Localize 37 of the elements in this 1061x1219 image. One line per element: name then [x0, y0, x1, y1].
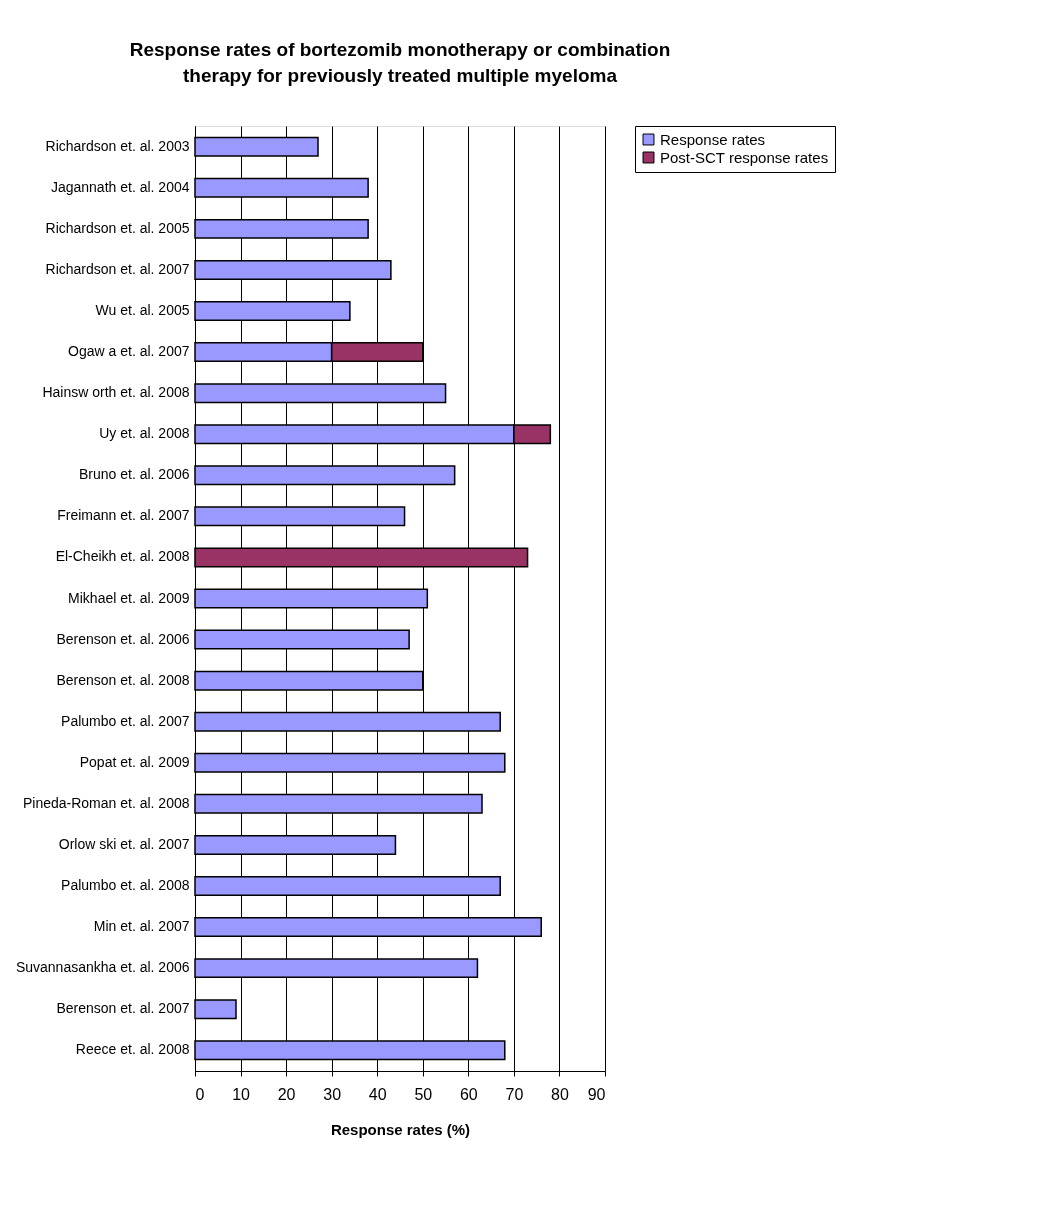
- y-tick-label: Richardson et. al. 2007: [45, 260, 190, 277]
- y-tick-label: Richardson et. al. 2005: [45, 219, 190, 236]
- x-axis-title: Response rates (%): [330, 1120, 471, 1138]
- y-tick-label: Ogaw a et. al. 2007: [68, 343, 190, 360]
- x-tick-label: 0: [195, 1085, 205, 1103]
- y-tick-label: Suvannasankha et. al. 2006: [15, 959, 190, 976]
- legend-label: Post-SCT response rates: [660, 148, 829, 166]
- y-tick-label: Pineda-Roman et. al. 2008: [22, 794, 190, 811]
- y-tick-label: Reece et. al. 2008: [75, 1041, 190, 1058]
- x-tick-label: 20: [277, 1085, 296, 1103]
- x-tick-label: 90: [587, 1085, 606, 1103]
- y-tick-label: Richardson et. al. 2003: [45, 137, 190, 154]
- x-tick-label: 50: [414, 1085, 433, 1103]
- y-tick-label: Uy et. al. 2008: [99, 425, 190, 442]
- y-tick-label: Wu et. al. 2005: [95, 302, 190, 319]
- legend-label: Response rates: [660, 130, 766, 148]
- y-tick-label: Berenson et. al. 2006: [56, 630, 190, 647]
- x-tick-label: 70: [505, 1085, 524, 1103]
- x-tick-label: 10: [232, 1085, 251, 1103]
- y-tick-label: Orlow ski et. al. 2007: [58, 835, 190, 852]
- y-tick-label: Jagannath et. al. 2004: [50, 178, 190, 195]
- y-tick-label: Freimann et. al. 2007: [57, 507, 190, 524]
- y-tick-label: El-Cheikh et. al. 2008: [55, 548, 190, 565]
- y-tick-label: Palumbo et. al. 2008: [61, 876, 190, 893]
- y-tick-label: Popat et. al. 2009: [79, 753, 190, 770]
- y-tick-label: Min et. al. 2007: [93, 918, 190, 935]
- y-tick-label: Berenson et. al. 2008: [56, 671, 190, 688]
- chart-title: Response rates of bortezomib monotherapy or combination therapy for previously treated multiple myeloma: [129, 38, 671, 86]
- x-tick-label: 30: [323, 1085, 342, 1103]
- y-tick-label: Mikhael et. al. 2009: [68, 589, 190, 606]
- x-tick-label: 40: [368, 1085, 387, 1103]
- x-tick-label: 60: [459, 1085, 478, 1103]
- y-tick-label: Hainsw orth et. al. 2008: [42, 384, 190, 401]
- y-tick-label: Bruno et. al. 2006: [78, 466, 190, 483]
- y-tick-label: Palumbo et. al. 2007: [61, 712, 190, 729]
- y-tick-label: Berenson et. al. 2007: [56, 1000, 190, 1017]
- x-tick-label: 80: [551, 1085, 569, 1103]
